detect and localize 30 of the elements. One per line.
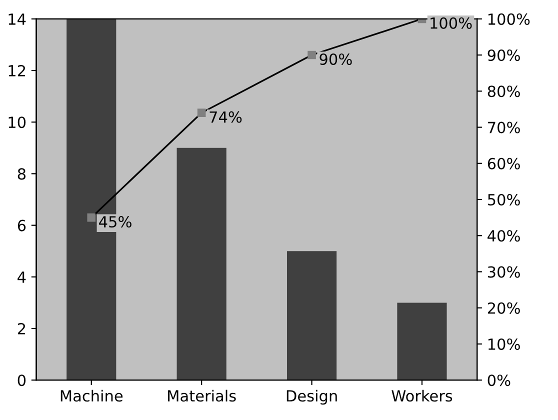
y-tick-label: 12	[8, 64, 26, 76]
data-label: 45%	[99, 216, 132, 228]
y2-tick-label: 40%	[488, 230, 520, 242]
y2-tick-label: 10%	[488, 338, 520, 350]
y2-tick-label: 0%	[488, 374, 510, 386]
y2-tick-label: 90%	[488, 49, 520, 62]
data-label: 90%	[320, 53, 352, 66]
x-tick-label: Workers	[392, 390, 452, 402]
bar	[397, 302, 447, 380]
y2-tick-label: 80%	[488, 86, 520, 98]
y2-tick-label: 60%	[488, 158, 520, 170]
y2-tick-label: 50%	[488, 194, 520, 206]
y-tick-label: 14	[8, 14, 26, 25]
bar	[176, 148, 226, 380]
y-tick-label: 4	[18, 272, 26, 283]
bar	[286, 251, 337, 380]
x-tick-label: Machine	[60, 390, 123, 402]
y-tick-label: 8	[18, 168, 26, 180]
y-tick-label: 2	[18, 322, 26, 334]
x-tick-label: Materials	[168, 390, 236, 402]
data-label: 100%	[430, 17, 472, 29]
y2-tick-label: 30%	[488, 266, 520, 278]
y2-tick-label: 70%	[488, 122, 520, 134]
data-label: 74%	[210, 111, 242, 123]
x-tick-label: Design	[286, 390, 337, 405]
y-tick-label: 6	[18, 220, 26, 232]
y-tick-label: 0	[18, 374, 26, 386]
y2-tick-label: 100%	[488, 13, 530, 25]
y-tick-label: 10	[8, 116, 26, 128]
y2-tick-label: 20%	[488, 302, 520, 314]
